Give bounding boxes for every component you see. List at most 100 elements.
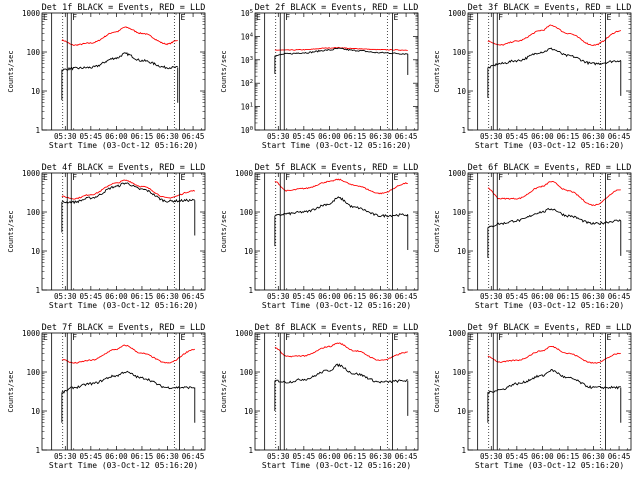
y-axis-label: Counts/sec: [220, 370, 228, 412]
plot-frame: [254, 172, 419, 291]
events-series-line: [487, 369, 621, 395]
detector-plot-2: Det 2f BLACK = Events, RED = LLD 100 101 10…: [220, 3, 419, 150]
x-tick-label: 06:45: [182, 132, 205, 141]
flag-marker-letter: E: [606, 333, 611, 342]
x-tick-label: 06:30: [156, 452, 179, 461]
y-tick-label: 100: [239, 208, 253, 217]
plot-title: Det 8f BLACK = Events, RED = LLD: [255, 323, 419, 333]
x-tick-label: 06:30: [369, 452, 392, 461]
y-tick-label: 103: [241, 56, 253, 65]
detector-plot-3: Det 3f BLACK = Events, RED = LLD 1 10 100 10…: [433, 3, 632, 150]
y-tick-label: 10: [457, 247, 467, 256]
lld-series-line: [487, 181, 621, 207]
detector-panel-5: Det 5f BLACK = Events, RED = LLD 1 10 100 10…: [213, 160, 426, 320]
flag-marker-letter: F: [498, 333, 503, 342]
events-series-line: [487, 47, 622, 69]
flag-marker-letter: E: [180, 173, 185, 182]
y-tick-label: 1000: [448, 329, 467, 338]
x-tick-label: 05:45: [293, 132, 316, 141]
x-tick-label: 05:30: [480, 452, 503, 461]
flag-marker-letter: E: [393, 13, 398, 22]
x-tick-label: 06:15: [557, 132, 580, 141]
x-tick-label: 05:45: [80, 292, 103, 301]
detector-plot-7: Det 7f BLACK = Events, RED = LLD 1 10 100 10…: [7, 323, 206, 470]
detector-plot-1: Det 1f BLACK = Events, RED = LLD 1 10 100 10…: [7, 3, 206, 150]
x-tick-label: 06:30: [369, 132, 392, 141]
plot-title: Det 2f BLACK = Events, RED = LLD: [255, 3, 419, 13]
x-tick-label: 06:30: [582, 452, 605, 461]
y-tick-label: 101: [241, 103, 253, 112]
y-tick-label: 100: [26, 368, 40, 377]
detector-panel-9: Det 9f BLACK = Events, RED = LLD 1 10 100 10…: [426, 320, 639, 480]
plot-frame: [254, 332, 419, 451]
x-tick-label: 06:45: [182, 292, 205, 301]
x-tick-label: 05:45: [506, 452, 529, 461]
x-axis-label: Start Time (03-Oct-12 05:16:20): [49, 461, 198, 470]
flag-marker-letter: F: [285, 333, 290, 342]
flag-marker-letter: E: [606, 13, 611, 22]
plot-title: Det 3f BLACK = Events, RED = LLD: [468, 3, 632, 13]
detector-panel-7: Det 7f BLACK = Events, RED = LLD 1 10 100 10…: [0, 320, 213, 480]
y-tick-label: 102: [241, 79, 253, 88]
y-tick-label: 100: [241, 126, 253, 135]
events-series-line: [274, 196, 409, 218]
y-tick-label: 100: [452, 368, 466, 377]
y-tick-label: 1000: [235, 169, 254, 178]
y-axis-label: Counts/sec: [7, 370, 15, 412]
y-tick-label: 100: [239, 368, 253, 377]
flag-marker-letter: F: [72, 173, 77, 182]
x-tick-label: 05:30: [54, 132, 77, 141]
plot-title: Det 9f BLACK = Events, RED = LLD: [468, 323, 632, 333]
x-tick-label: 06:00: [318, 292, 341, 301]
y-axis-label: Counts/sec: [433, 50, 441, 92]
detector-panel-3: Det 3f BLACK = Events, RED = LLD 1 10 100 10…: [426, 0, 639, 160]
detector-panel-6: Det 6f BLACK = Events, RED = LLD 1 10 100 10…: [426, 160, 639, 320]
detector-plot-9: Det 9f BLACK = Events, RED = LLD 1 10 100 10…: [433, 323, 632, 470]
detector-panel-4: Det 4f BLACK = Events, RED = LLD 1 10 100 10…: [0, 160, 213, 320]
x-tick-label: 05:30: [480, 292, 503, 301]
lld-series-line: [487, 24, 621, 47]
x-tick-label: 06:00: [531, 132, 554, 141]
y-tick-label: 100: [452, 48, 466, 57]
events-series-line: [274, 363, 408, 384]
y-axis-label: Counts/sec: [220, 50, 228, 92]
y-tick-label: 1: [35, 446, 40, 455]
flag-marker-letter: E: [606, 173, 611, 182]
x-tick-label: 05:30: [267, 292, 290, 301]
y-tick-label: 1000: [22, 9, 41, 18]
y-tick-label: 1: [248, 446, 253, 455]
x-tick-label: 05:30: [267, 452, 290, 461]
x-tick-label: 06:45: [395, 452, 418, 461]
x-tick-label: 06:00: [318, 132, 341, 141]
plot-title: Det 1f BLACK = Events, RED = LLD: [42, 3, 206, 13]
flag-marker-letter: F: [285, 173, 290, 182]
events-series-line: [487, 207, 622, 228]
x-tick-label: 06:15: [344, 452, 367, 461]
flag-marker-letter: E: [469, 173, 474, 182]
y-tick-label: 1000: [235, 329, 254, 338]
detector-plot-4: Det 4f BLACK = Events, RED = LLD 1 10 100 10…: [7, 163, 206, 310]
flag-marker-letter: E: [256, 333, 261, 342]
x-tick-label: 05:45: [293, 452, 316, 461]
x-axis-label: Start Time (03-Oct-12 05:16:20): [475, 141, 624, 150]
plot-frame: [41, 172, 206, 291]
x-axis-label: Start Time (03-Oct-12 05:16:20): [262, 461, 411, 470]
x-tick-label: 06:45: [182, 452, 205, 461]
detector-plot-6: Det 6f BLACK = Events, RED = LLD 1 10 100 10…: [433, 163, 632, 310]
x-tick-label: 06:45: [608, 132, 631, 141]
y-tick-label: 10: [31, 407, 41, 416]
plot-frame: [41, 12, 206, 131]
events-series-line: [61, 370, 196, 394]
events-series-line: [61, 182, 195, 205]
flag-marker-letter: F: [72, 333, 77, 342]
x-tick-label: 06:00: [531, 292, 554, 301]
plot-frame: [41, 332, 206, 451]
x-tick-label: 06:15: [557, 452, 580, 461]
y-tick-label: 1000: [448, 169, 467, 178]
x-tick-label: 05:45: [293, 292, 316, 301]
plot-title: Det 4f BLACK = Events, RED = LLD: [42, 163, 206, 173]
y-tick-label: 100: [26, 48, 40, 57]
y-axis-label: Counts/sec: [220, 210, 228, 252]
lld-series-line: [274, 178, 408, 195]
x-axis-label: Start Time (03-Oct-12 05:16:20): [49, 141, 198, 150]
